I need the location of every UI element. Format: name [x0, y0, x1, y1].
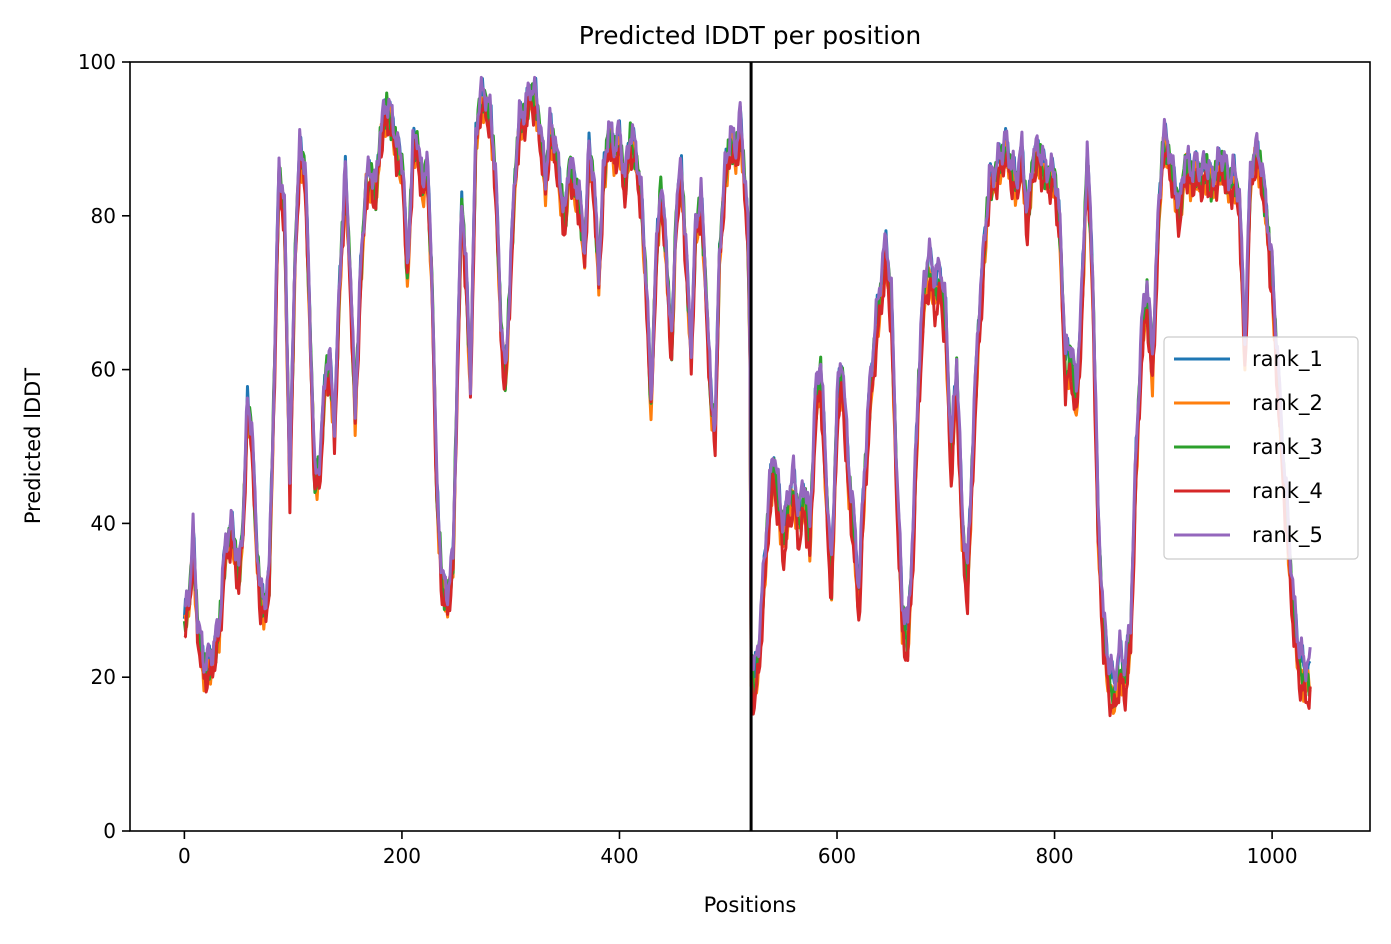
legend-label-rank_3: rank_3 — [1252, 435, 1323, 460]
y-tick-label: 100 — [78, 50, 116, 74]
x-tick-label: 600 — [818, 844, 856, 868]
y-tick-label: 20 — [91, 665, 116, 689]
x-tick-label: 200 — [383, 844, 421, 868]
plot-frame — [129, 61, 1371, 832]
y-tick-label: 80 — [91, 204, 116, 228]
x-tick-label: 400 — [600, 844, 638, 868]
x-tick-label: 1000 — [1247, 844, 1298, 868]
x-axis-label: Positions — [704, 893, 797, 917]
chart-title: Predicted lDDT per position — [579, 21, 921, 50]
legend-label-rank_1: rank_1 — [1252, 347, 1323, 372]
series-layer — [182, 62, 1312, 831]
legend: rank_1 rank_2 rank_3 rank_4 rank_5 — [1163, 336, 1359, 560]
y-tick-label: 40 — [91, 511, 116, 535]
y-axis-label: Predicted lDDT — [21, 368, 45, 524]
x-tick-label: 800 — [1035, 844, 1073, 868]
series-line-rank_5 — [183, 75, 1312, 692]
x-tick-label: 0 — [178, 844, 191, 868]
legend-label-rank_4: rank_4 — [1252, 479, 1323, 504]
y-tick-label: 60 — [91, 358, 116, 382]
legend-box — [1163, 336, 1359, 560]
legend-label-rank_2: rank_2 — [1252, 391, 1323, 416]
y-tick-label: 0 — [103, 819, 116, 843]
axis-layer: 0 200 400 600 800 1000 0 20 40 60 80 100 — [78, 50, 1371, 868]
legend-label-rank_5: rank_5 — [1252, 523, 1323, 548]
